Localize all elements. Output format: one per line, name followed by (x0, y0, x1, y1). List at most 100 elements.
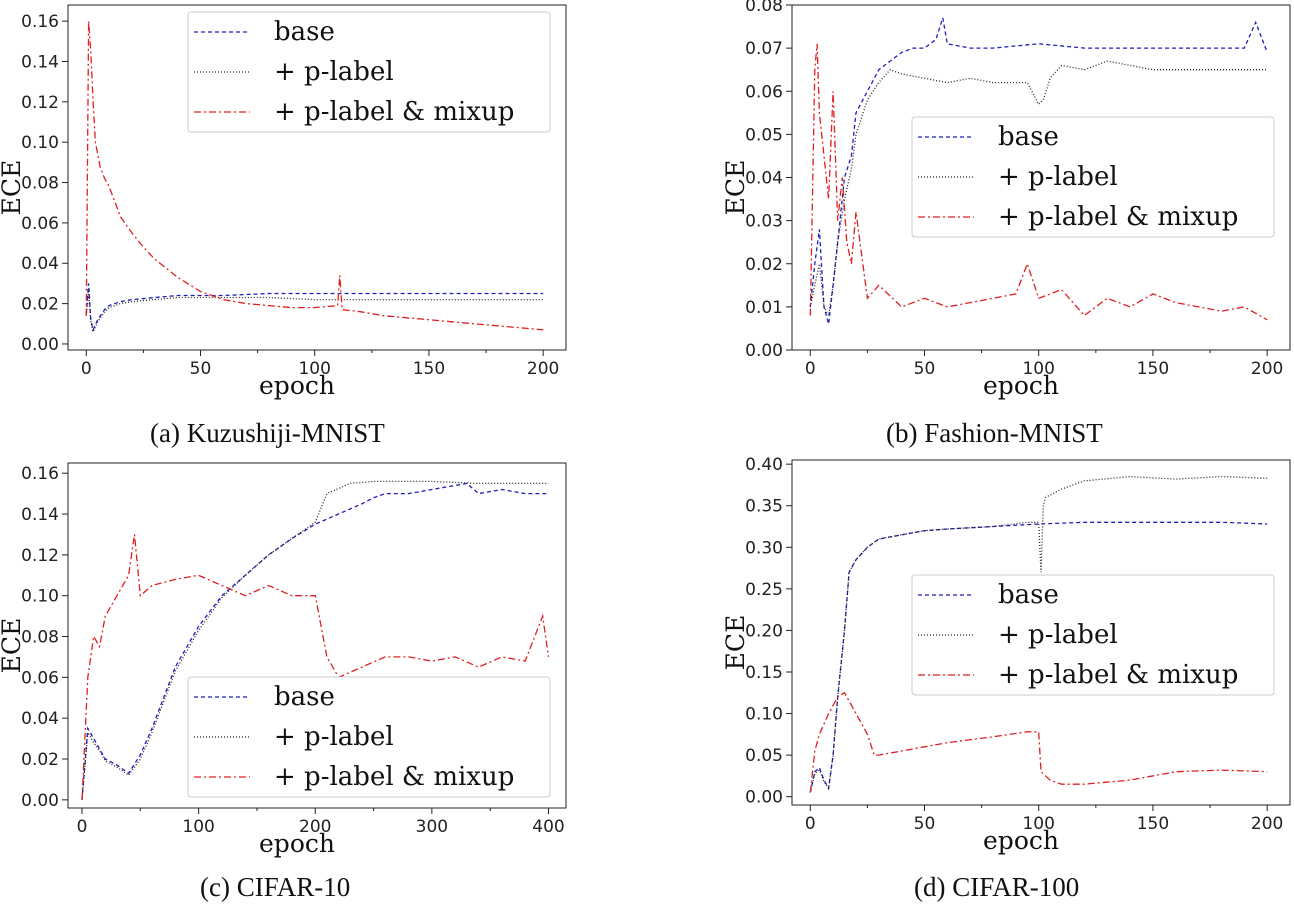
y-tick-label: 0.16 (21, 12, 59, 32)
y-tick-label: 0.00 (745, 788, 783, 808)
x-axis-label: epoch (983, 826, 1059, 855)
y-tick-label: 0.35 (745, 497, 783, 517)
legend-label: + p-label (274, 722, 394, 752)
x-tick-label: 150 (413, 359, 445, 379)
legend-label: base (998, 122, 1059, 152)
y-tick-label: 0.03 (745, 212, 783, 232)
x-tick-label: 300 (416, 817, 448, 837)
legend-label: base (274, 682, 335, 712)
y-tick-label: 0.01 (745, 298, 783, 318)
plot-frame (791, 459, 1291, 806)
y-tick-label: 0.10 (21, 133, 59, 153)
y-tick-label: 0.02 (745, 255, 783, 275)
legend-label: + p-label (274, 57, 394, 87)
caption-d: (d) CIFAR-100 (914, 872, 1080, 902)
y-tick-label: 0.04 (745, 169, 783, 189)
x-tick-label: 0 (77, 817, 88, 837)
x-tick-label: 100 (1022, 814, 1054, 834)
y-axis-label: ECE (0, 160, 26, 216)
x-axis-label: epoch (259, 371, 335, 400)
y-tick-label: 0.06 (745, 82, 783, 102)
series-line-p-label (85, 291, 544, 334)
chart-fashion-mnist: 0 50 100 150 200 0.00 0.01 0.02 0.03 0.04 0.05 0.06… (721, 0, 1291, 400)
x-tick-label: 100 (1022, 359, 1054, 379)
chart-panel-b: 0 50 100 150 200 0.00 0.01 0.02 0.03 0.04 0.05 0.06… (714, 0, 1294, 415)
y-tick-label: 0.15 (745, 663, 783, 683)
y-tick-label: 0.00 (745, 341, 783, 361)
y-tick-label: 0.10 (21, 587, 59, 607)
plot-frame (67, 462, 567, 809)
x-tick-label: 150 (1137, 814, 1169, 834)
y-tick-label: 0.04 (21, 709, 59, 729)
legend-box (187, 11, 551, 133)
y-tick-label: 0.20 (745, 621, 783, 641)
x-tick-label: 0 (805, 359, 816, 379)
chart-kuzushiji-mnist: 0 50 100 150 200 0.00 0.02 0.04 0.06 0.08 0.10 0.12… (0, 4, 567, 400)
y-tick-label: 0.08 (21, 174, 59, 194)
x-tick-label: 150 (1137, 359, 1169, 379)
caption-b: (b) Fashion-MNIST (886, 418, 1103, 448)
y-tick-label: 0.08 (21, 628, 59, 648)
legend-label: + p-label & mixup (998, 202, 1238, 232)
x-tick-label: 200 (1251, 359, 1283, 379)
y-tick-label: 0.07 (745, 39, 783, 59)
series-line-p-label-mixup (85, 21, 544, 331)
y-tick-label: 0.06 (21, 214, 59, 234)
y-tick-label: 0.02 (21, 750, 59, 770)
y-axis-label: ECE (721, 160, 750, 216)
y-tick-label: 0.10 (745, 705, 783, 725)
y-tick-label: 0.16 (21, 464, 59, 484)
x-tick-label: 100 (298, 359, 330, 379)
y-tick-label: 0.02 (21, 295, 59, 315)
x-axis-label: epoch (983, 371, 1059, 400)
y-tick-label: 0.40 (745, 455, 783, 475)
y-tick-label: 0.06 (21, 668, 59, 688)
chart-cifar-10: 0 100 200 300 400 0.00 0.02 0.04 0.06 0.08 0.10 0.1… (0, 462, 567, 858)
plot-frame (67, 4, 567, 351)
chart-cifar-100: 0 50 100 150 200 0.00 0.05 0.10 0.15 0.20 0.25 0.30… (721, 455, 1291, 855)
x-tick-label: 200 (527, 359, 559, 379)
x-axis-label: epoch (259, 829, 335, 858)
legend-label: + p-label (998, 162, 1118, 192)
legend-label: base (274, 17, 335, 47)
chart-panel-a: 0 50 100 150 200 0.00 0.02 0.04 0.06 0.08 0.10 0.12… (0, 0, 580, 415)
y-axis-label: ECE (0, 618, 26, 674)
y-tick-label: 0.05 (745, 746, 783, 766)
legend-box (187, 676, 551, 798)
y-tick-label: 0.00 (21, 335, 59, 355)
x-tick-label: 200 (1251, 814, 1283, 834)
legend-box (911, 574, 1275, 696)
series-line-p-label (81, 480, 549, 800)
y-tick-label: 0.08 (745, 0, 783, 16)
y-tick-label: 0.12 (21, 93, 59, 113)
series-line-p-label-mixup (81, 534, 550, 800)
y-tick-label: 0.30 (745, 538, 783, 558)
series-line-p-label (809, 60, 1268, 318)
y-tick-label: 0.05 (745, 125, 783, 145)
x-tick-label: 50 (190, 359, 212, 379)
x-tick-label: 100 (182, 817, 214, 837)
chart-panel-d: 0 50 100 150 200 0.00 0.05 0.10 0.15 0.20 0.25 0.30… (714, 455, 1294, 870)
series-line-p-label-mixup (809, 691, 1268, 793)
y-axis-label: ECE (721, 615, 750, 671)
caption-a: (a) Kuzushiji-MNIST (150, 418, 385, 448)
x-tick-label: 0 (805, 814, 816, 834)
x-tick-label: 50 (914, 359, 936, 379)
chart-panel-c: 0 100 200 300 400 0.00 0.02 0.04 0.06 0.08 0.10 0.1… (0, 455, 580, 870)
y-tick-label: 0.12 (21, 546, 59, 566)
x-tick-label: 400 (532, 817, 564, 837)
legend-box (911, 116, 1275, 238)
y-tick-label: 0.04 (21, 254, 59, 274)
series-line-base (85, 283, 544, 332)
x-tick-label: 50 (914, 814, 936, 834)
legend-label: + p-label & mixup (274, 97, 514, 127)
series-line-p-label (809, 475, 1268, 793)
x-tick-label: 0 (81, 359, 92, 379)
x-tick-label: 200 (299, 817, 331, 837)
legend-label: + p-label & mixup (274, 762, 514, 792)
series-line-p-label-mixup (809, 43, 1268, 321)
legend-label: + p-label & mixup (998, 660, 1238, 690)
y-tick-label: 0.00 (21, 791, 59, 811)
series-line-base (809, 521, 1268, 793)
y-tick-label: 0.25 (745, 580, 783, 600)
